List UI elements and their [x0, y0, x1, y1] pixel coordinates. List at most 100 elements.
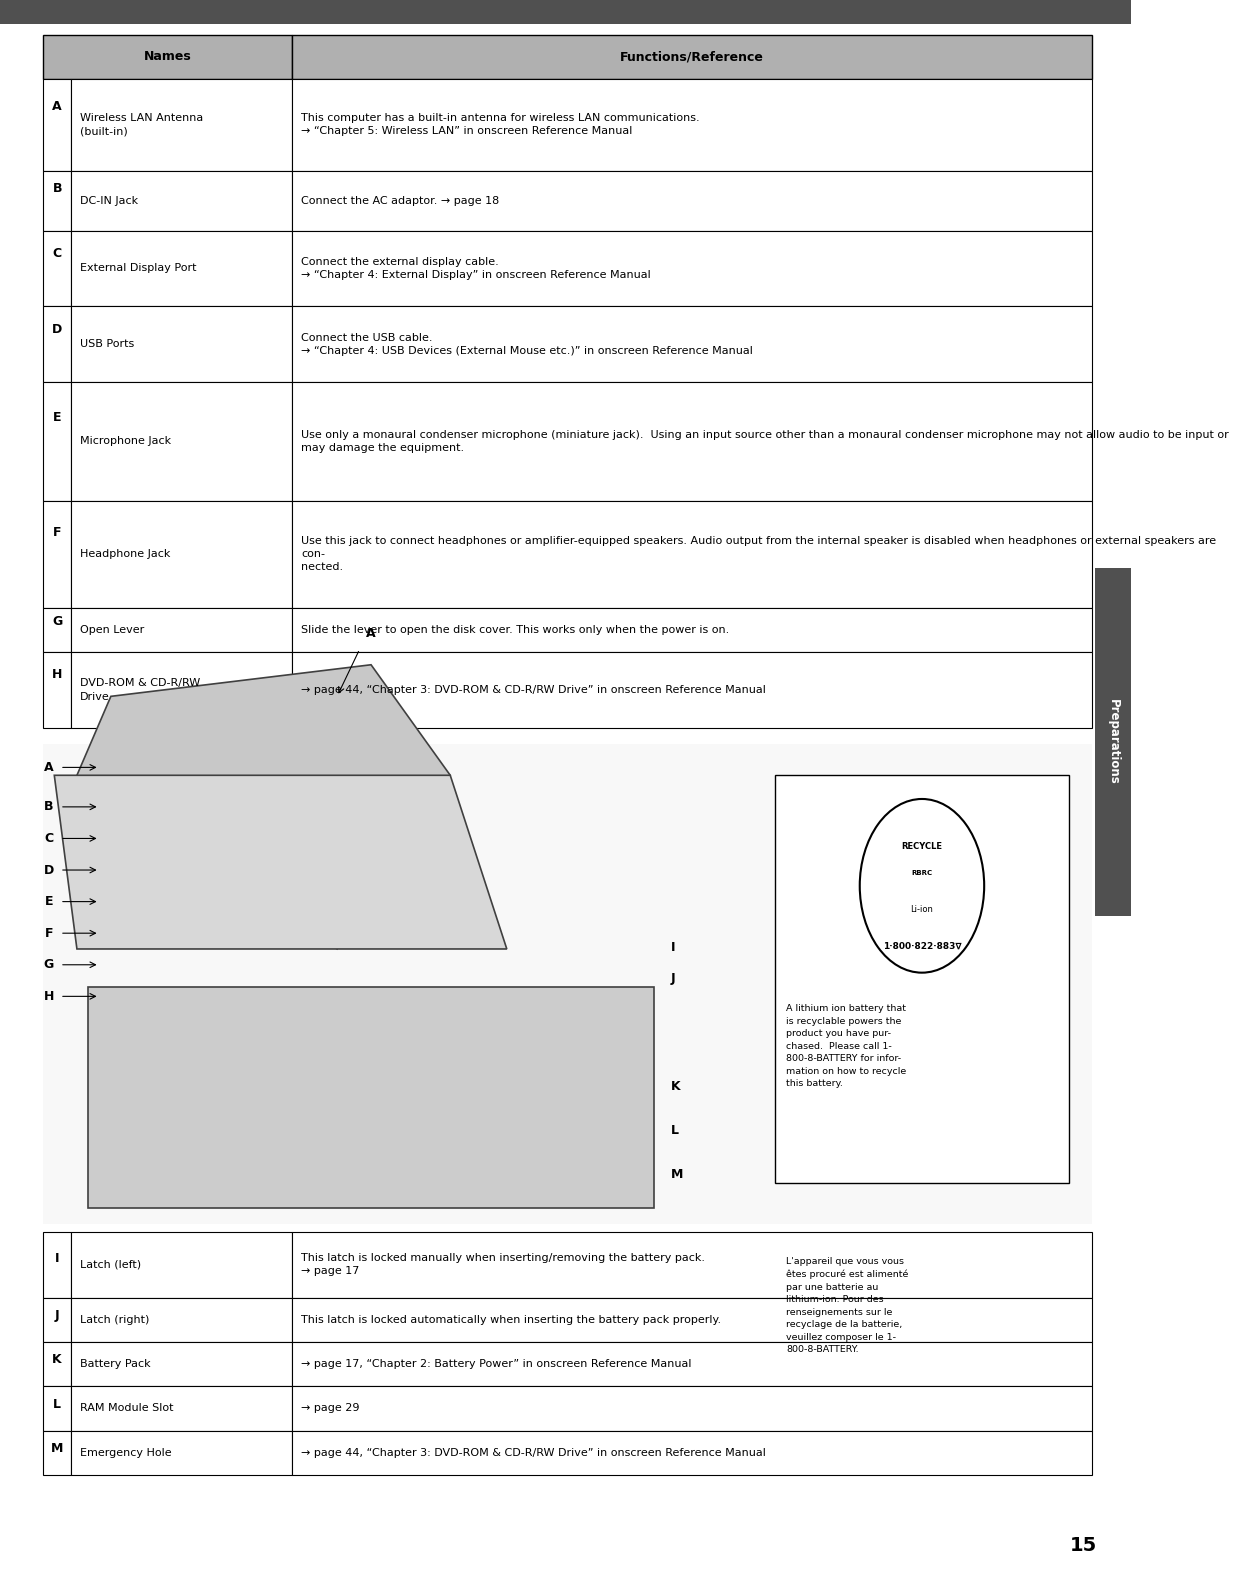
Text: M: M [671, 1168, 683, 1181]
Text: L: L [53, 1397, 61, 1410]
Text: A: A [43, 761, 53, 774]
Bar [291, 652, 1091, 728]
Text: Latch (left): Latch (left) [81, 1260, 141, 1270]
Text: Functions/Reference: Functions/Reference [620, 51, 764, 63]
Text: Use only a monaural condenser microphone (miniature jack).  Using an input sourc: Use only a monaural condenser microphone… [301, 429, 1229, 453]
Text: Battery Pack: Battery Pack [81, 1360, 151, 1369]
Bar [43, 744, 1091, 1224]
Text: Connect the USB cable.
→ “Chapter 4: USB Devices (External Mouse etc.)” in onscr: Connect the USB cable. → “Chapter 4: USB… [301, 333, 753, 355]
Bar [291, 1342, 1091, 1386]
Text: A lithium ion battery that
is recyclable powers the
product you have pur-
chased: A lithium ion battery that is recyclable… [786, 1004, 906, 1088]
Text: 1·800·822·883∇: 1·800·822·883∇ [883, 941, 961, 951]
Text: L: L [671, 1124, 678, 1137]
Bar [1095, 568, 1131, 916]
Text: Use this jack to connect headphones or amplifier-equipped speakers. Audio output: Use this jack to connect headphones or a… [301, 535, 1216, 573]
Bar [291, 1232, 1091, 1298]
Bar [71, 171, 291, 231]
Text: L'appareil que vous vous
êtes procuré est alimenté
par une batterie au
lithium-i: L'appareil que vous vous êtes procuré es… [786, 1257, 909, 1355]
Text: Connect the external display cable.
→ “Chapter 4: External Display” in onscreen : Connect the external display cable. → “C… [301, 257, 651, 279]
Bar [291, 171, 1091, 231]
Text: Slide the lever to open the disk cover. This works only when the power is on.: Slide the lever to open the disk cover. … [301, 625, 729, 635]
Bar [291, 35, 1091, 79]
Text: Headphone Jack: Headphone Jack [81, 549, 171, 559]
Bar [71, 79, 291, 171]
Text: → page 44, “Chapter 3: DVD-ROM & CD-R/RW Drive” in onscreen Reference Manual: → page 44, “Chapter 3: DVD-ROM & CD-R/RW… [301, 1448, 766, 1457]
Bar [291, 501, 1091, 608]
Bar [43, 79, 71, 171]
Bar [43, 608, 71, 652]
Bar [291, 231, 1091, 306]
Bar [43, 1386, 71, 1431]
Bar [0, 0, 1131, 24]
Text: K: K [671, 1080, 681, 1093]
Text: RECYCLE: RECYCLE [901, 842, 942, 851]
Text: → page 17, “Chapter 2: Battery Power” in onscreen Reference Manual: → page 17, “Chapter 2: Battery Power” in… [301, 1360, 692, 1369]
Text: H: H [43, 990, 53, 1003]
Bar [291, 79, 1091, 171]
Bar [775, 775, 1069, 1183]
Text: Microphone Jack: Microphone Jack [81, 436, 171, 447]
Text: B: B [52, 182, 62, 196]
Text: M: M [51, 1442, 63, 1454]
Bar [43, 1431, 71, 1475]
Bar [43, 501, 71, 608]
Text: RBRC: RBRC [911, 870, 932, 876]
Text: Names: Names [144, 51, 191, 63]
Text: E: E [45, 895, 53, 908]
Bar [71, 1232, 291, 1298]
Text: F: F [45, 927, 53, 940]
Bar [291, 1298, 1091, 1342]
Text: → page 44, “Chapter 3: DVD-ROM & CD-R/RW Drive” in onscreen Reference Manual: → page 44, “Chapter 3: DVD-ROM & CD-R/RW… [301, 685, 766, 695]
Text: C: C [52, 246, 62, 261]
Text: J: J [55, 1309, 60, 1322]
Text: Latch (right): Latch (right) [81, 1315, 150, 1325]
Bar [71, 501, 291, 608]
Bar [43, 1342, 71, 1386]
Text: I: I [671, 941, 676, 954]
Text: D: D [52, 322, 62, 336]
Text: D: D [43, 864, 53, 876]
Text: H: H [52, 668, 62, 682]
Text: F: F [53, 526, 61, 540]
Polygon shape [55, 775, 507, 949]
Text: DC-IN Jack: DC-IN Jack [81, 196, 139, 205]
Text: 15: 15 [1070, 1536, 1097, 1555]
Polygon shape [77, 665, 450, 949]
Bar [71, 1342, 291, 1386]
Text: This latch is locked manually when inserting/removing the battery pack.
→ page 1: This latch is locked manually when inser… [301, 1254, 704, 1276]
Text: Connect the AC adaptor. → page 18: Connect the AC adaptor. → page 18 [301, 196, 500, 205]
Text: J: J [671, 973, 676, 985]
Text: DVD-ROM & CD-R/RW
Drive: DVD-ROM & CD-R/RW Drive [81, 679, 201, 701]
Bar [43, 382, 71, 501]
Bar [71, 306, 291, 382]
Bar [71, 608, 291, 652]
Text: C: C [45, 832, 53, 845]
Text: Wireless LAN Antenna
(built-in): Wireless LAN Antenna (built-in) [81, 114, 203, 136]
Bar [71, 382, 291, 501]
Text: Preparations: Preparations [1106, 699, 1120, 785]
Bar [71, 1386, 291, 1431]
Text: This latch is locked automatically when inserting the battery pack properly.: This latch is locked automatically when … [301, 1315, 720, 1325]
Text: Emergency Hole: Emergency Hole [81, 1448, 172, 1457]
Text: This computer has a built-in antenna for wireless LAN communications.
→ “Chapter: This computer has a built-in antenna for… [301, 114, 699, 136]
Text: RAM Module Slot: RAM Module Slot [81, 1404, 174, 1413]
Text: A: A [366, 627, 376, 639]
Bar [43, 35, 291, 79]
Bar [71, 231, 291, 306]
Text: Li-ion: Li-ion [910, 905, 934, 914]
Text: G: G [43, 958, 53, 971]
Text: A: A [52, 99, 62, 114]
Text: USB Ports: USB Ports [81, 339, 135, 349]
Bar [43, 171, 71, 231]
Bar [88, 987, 653, 1208]
Bar [291, 608, 1091, 652]
Bar [43, 1232, 71, 1298]
Bar [43, 231, 71, 306]
Bar [291, 306, 1091, 382]
Circle shape [859, 799, 985, 973]
Bar [71, 1431, 291, 1475]
Bar [291, 1431, 1091, 1475]
Text: K: K [52, 1353, 62, 1366]
Bar [291, 1386, 1091, 1431]
Bar [43, 1298, 71, 1342]
